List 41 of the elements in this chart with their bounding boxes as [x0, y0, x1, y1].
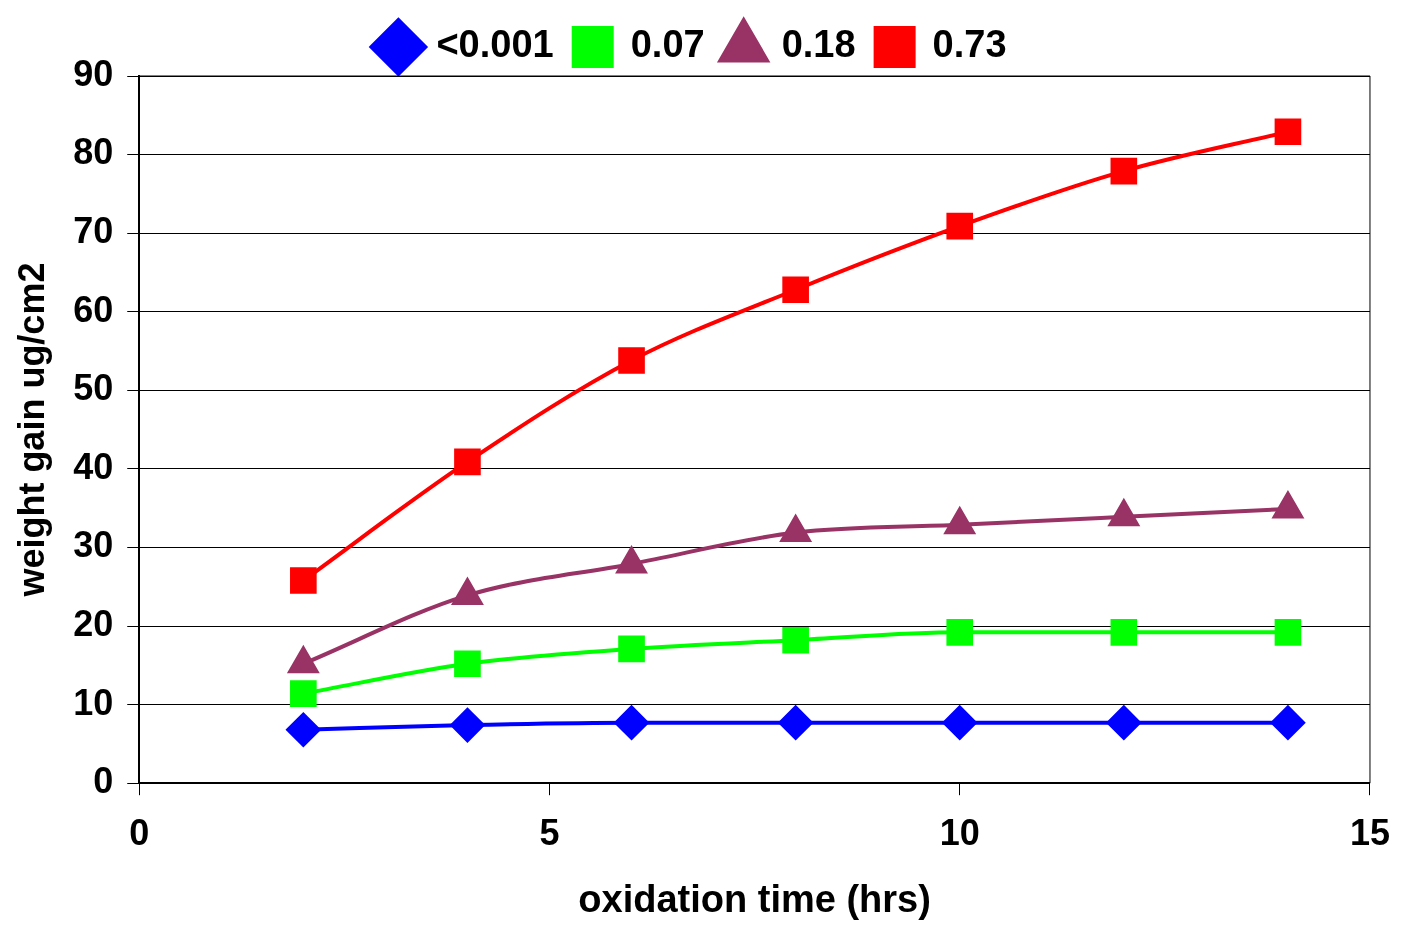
- point: [286, 712, 321, 747]
- y-tick-label: 20: [73, 602, 114, 644]
- y-tick-label: 30: [73, 524, 114, 566]
- y-tick-label: 70: [73, 210, 114, 252]
- point: [618, 347, 645, 374]
- y-tick-label: 60: [73, 288, 114, 330]
- x-tick-label: 15: [1349, 811, 1390, 853]
- x-tick-label: 0: [129, 811, 150, 853]
- point: [614, 705, 649, 740]
- point: [1106, 705, 1141, 740]
- legend-label: <0.001: [436, 23, 554, 66]
- point: [450, 708, 485, 743]
- point: [454, 448, 481, 476]
- y-tick-label: 90: [73, 52, 114, 94]
- point: [778, 705, 813, 740]
- y-tick-label: 80: [73, 131, 114, 173]
- legend-label: 0.18: [781, 23, 856, 66]
- y-tick-label: 50: [73, 367, 114, 409]
- point: [782, 626, 809, 654]
- y-tick-label: 10: [73, 681, 114, 723]
- point: [454, 650, 481, 678]
- legend-label: 0.73: [932, 23, 1007, 66]
- x-tick-label: 10: [939, 811, 980, 853]
- point: [946, 212, 974, 240]
- point: [1274, 118, 1302, 146]
- point: [1270, 705, 1305, 740]
- point: [942, 705, 977, 740]
- y-tick-label: 40: [73, 445, 114, 487]
- legend-label: 0.07: [630, 23, 705, 66]
- x-axis-title: oxidation time (hrs): [578, 877, 931, 920]
- point: [782, 276, 809, 304]
- point: [290, 567, 317, 594]
- y-tick-label: 0: [93, 760, 114, 802]
- point: [290, 680, 317, 707]
- x-tick-label: 5: [539, 811, 560, 853]
- point: [618, 635, 645, 663]
- point: [1274, 619, 1302, 646]
- point: [946, 619, 974, 646]
- point: [1110, 619, 1138, 646]
- y-axis-title: weight gain ug/cm2: [10, 262, 52, 598]
- point: [1110, 157, 1138, 185]
